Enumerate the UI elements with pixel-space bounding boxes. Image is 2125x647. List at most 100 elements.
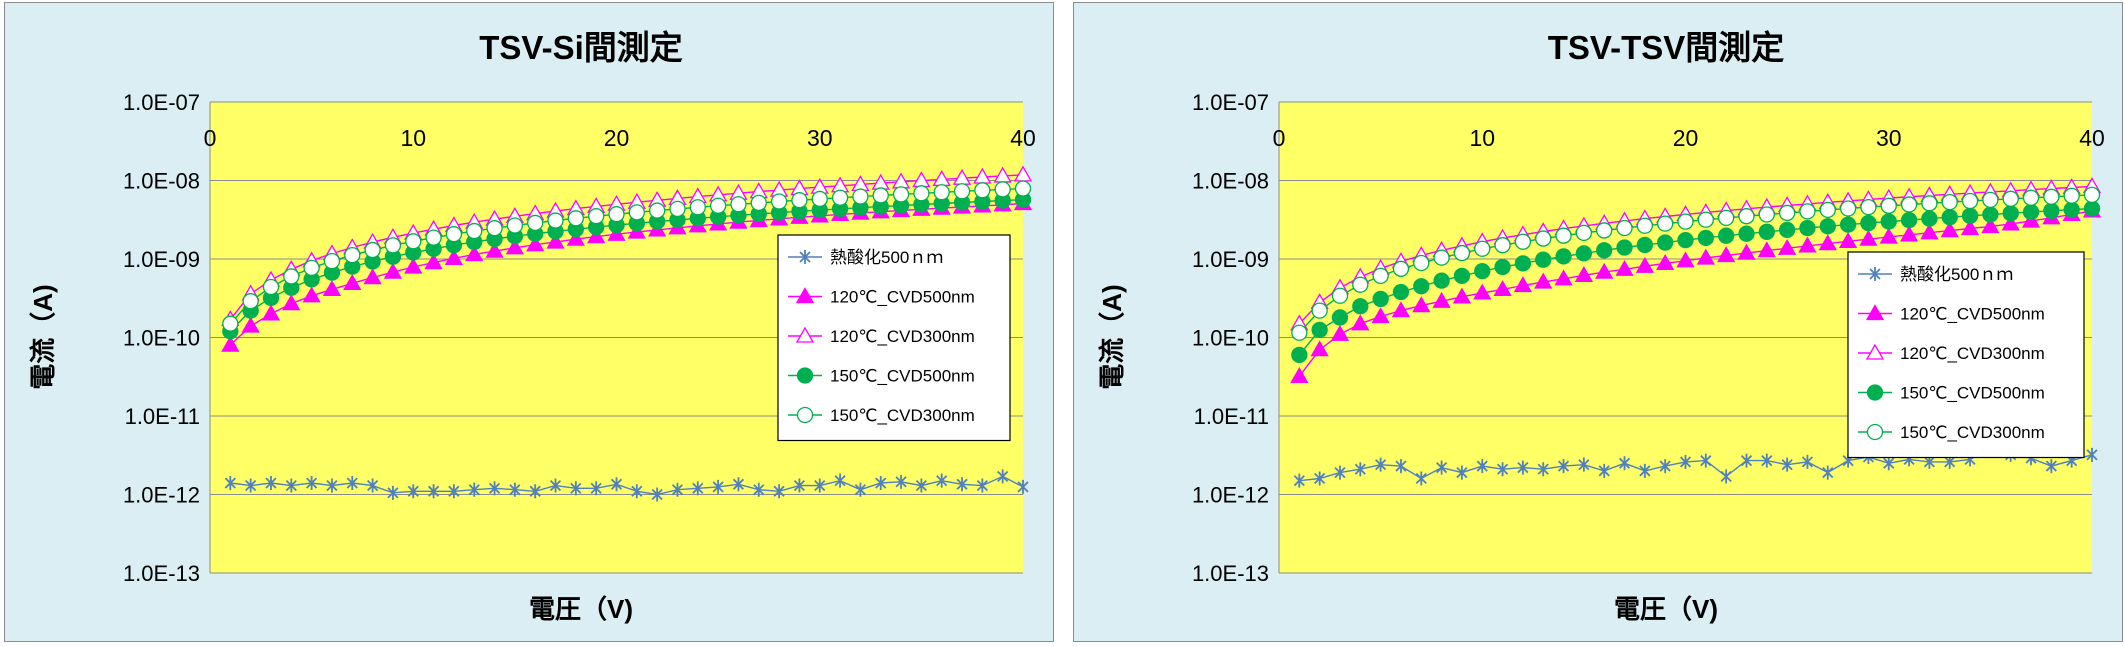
series-line: [1298, 207, 2093, 356]
chart-panel-tsv-tsv: TSV-TSV間測定 電圧（V) 電流（A) 1.0E-07 1.0E-08 1.0…: [1073, 2, 2123, 642]
data-point: [486, 220, 503, 237]
data-point: [547, 212, 564, 229]
data-point: [1433, 249, 1450, 266]
data-point: [546, 232, 565, 249]
data-point: [1636, 217, 1653, 234]
data-point: [1413, 278, 1430, 295]
data-point: [1860, 214, 1877, 232]
y-tick-label: 1.0E-08: [123, 169, 200, 194]
data-point: [590, 481, 602, 496]
data-point: [2022, 203, 2040, 221]
data-point: [1291, 346, 1308, 364]
data-point: [2002, 190, 2019, 207]
legend-entry: 150℃_CVD300nm: [1900, 423, 2045, 442]
data-point: [1575, 224, 1593, 242]
x-axis-title: 電圧（V): [1614, 594, 1718, 624]
data-point: [651, 487, 663, 502]
data-point: [405, 233, 422, 250]
legend-marker: [1866, 423, 1884, 441]
series-line: [1298, 185, 2093, 325]
data-point: [1718, 227, 1735, 244]
data-point: [811, 190, 828, 208]
series-line: [230, 475, 1024, 496]
data-point: [1514, 233, 1532, 250]
data-point: [1676, 251, 1695, 268]
data-point: [265, 476, 277, 491]
data-point: [1657, 234, 1674, 251]
data-point: [2063, 201, 2080, 218]
data-point: [1413, 254, 1430, 272]
chart-panel-tsv-si: TSV-Si間測定 電圧（V) 電流（A) 1.0E-07 1.0E-08 1.0E…: [4, 2, 1054, 642]
data-point: [1554, 269, 1573, 286]
series-line: [1298, 194, 2093, 334]
data-point: [445, 226, 463, 243]
data-point: [793, 478, 806, 493]
x-tick-label: 0: [1273, 125, 1286, 151]
data-point: [730, 196, 747, 213]
data-point: [506, 217, 524, 234]
series-line: [229, 202, 1024, 346]
data-point: [1819, 201, 1836, 219]
x-tick-label: 40: [2079, 125, 2105, 151]
data-point: [1314, 471, 1326, 486]
data-point: [1781, 457, 1793, 472]
data-point: [1596, 222, 1613, 239]
data-point: [1879, 227, 1898, 244]
data-point: [1311, 302, 1328, 319]
data-point: [1534, 272, 1553, 289]
data-point: [1372, 267, 1389, 285]
y-tick-label: 1.0E-11: [1194, 404, 1269, 429]
legend-entry: 120℃_CVD500nm: [1900, 305, 2045, 324]
chart-title: TSV-TSV間測定: [1548, 29, 1785, 66]
data-point: [1880, 213, 1897, 230]
series-1: [1290, 201, 2102, 383]
legend-marker: [1869, 267, 1881, 281]
data-point: [791, 192, 808, 209]
data-point: [1697, 211, 1714, 228]
legend-entry: 熱酸化500ｎｍ: [830, 248, 943, 267]
data-point: [1657, 215, 1674, 232]
data-point: [346, 476, 358, 491]
data-point: [1334, 465, 1346, 480]
data-point: [1291, 324, 1308, 341]
series-line: [1298, 210, 2093, 377]
data-point: [549, 478, 562, 493]
data-point: [936, 473, 948, 488]
y-tick-label: 1.0E-13: [1192, 561, 1269, 586]
data-point: [384, 237, 402, 254]
data-point: [526, 235, 545, 252]
data-point: [424, 253, 443, 270]
data-point: [1331, 309, 1349, 326]
data-point: [1555, 227, 1572, 244]
data-point: [1290, 367, 1309, 383]
data-point: [1961, 192, 1979, 210]
legend-entry: 120℃_CVD300nm: [1900, 344, 2045, 363]
legend-entry: 120℃_CVD500nm: [830, 288, 975, 307]
data-point: [915, 478, 927, 493]
data-point: [303, 259, 320, 277]
data-point: [1900, 196, 1918, 213]
data-point: [1880, 197, 1897, 214]
data-point: [283, 268, 300, 285]
data-point: [387, 485, 399, 500]
data-point: [1453, 244, 1471, 262]
data-point: [1696, 248, 1715, 265]
data-point: [224, 476, 236, 491]
y-tick-label: 1.0E-13: [123, 561, 200, 586]
legend-marker: [796, 367, 814, 384]
data-point: [1574, 265, 1593, 282]
series-4: [1291, 186, 2101, 341]
y-tick-label: 1.0E-07: [1192, 90, 1269, 115]
data-point: [1883, 456, 1895, 471]
data-point: [1679, 454, 1692, 469]
data-point: [1761, 453, 1773, 468]
data-point: [466, 222, 483, 240]
data-point: [1940, 221, 1959, 238]
x-tick-label: 10: [1469, 125, 1495, 151]
y-tick-label: 1.0E-12: [1192, 483, 1269, 508]
y-tick-label: 1.0E-08: [1192, 169, 1269, 194]
data-point: [509, 482, 521, 497]
series-3: [1291, 200, 2101, 364]
data-point: [1452, 287, 1472, 304]
data-point: [1473, 283, 1492, 300]
